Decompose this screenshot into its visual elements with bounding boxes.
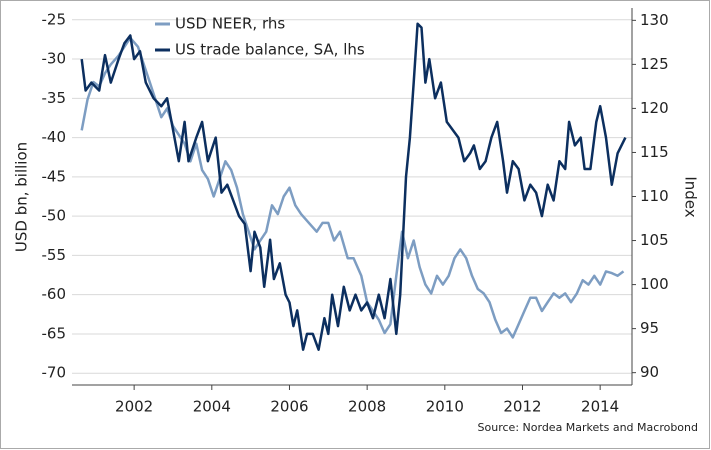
x-tick-label: 2012	[503, 398, 541, 416]
y2-tick-label: 120	[640, 99, 669, 117]
y-tick-label: -30	[42, 50, 67, 68]
y2-tick-label: 95	[640, 319, 659, 337]
y2-tick-label: 90	[640, 363, 659, 381]
legend-label: USD NEER, rhs	[175, 15, 285, 33]
y2-tick-label: 105	[640, 231, 669, 249]
y2-tick-label: 130	[640, 11, 669, 29]
y2-tick-label: 115	[640, 143, 669, 161]
x-tick-label: 2006	[270, 398, 308, 416]
y2-axis-label: Index	[682, 176, 700, 217]
series-line	[80, 36, 625, 339]
y-tick-label: -65	[42, 324, 67, 342]
y-axis-label: USD bn, billion	[13, 142, 31, 252]
x-tick-label: 2008	[348, 398, 386, 416]
legend-label: US trade balance, SA, lhs	[175, 41, 365, 59]
x-tick-label: 2010	[426, 398, 464, 416]
y-tick-label: -40	[42, 128, 67, 146]
y2-tick-label: 125	[640, 55, 669, 73]
y-tick-label: -50	[42, 207, 67, 225]
y2-tick-label: 110	[640, 187, 669, 205]
y2-tick-label: 100	[640, 275, 669, 293]
y-tick-label: -35	[42, 89, 67, 107]
x-tick-label: 2014	[581, 398, 619, 416]
y-tick-label: -55	[42, 246, 67, 264]
x-tick-label: 2004	[193, 398, 231, 416]
x-tick-label: 2002	[115, 398, 153, 416]
y-tick-label: -45	[42, 167, 67, 185]
y-tick-label: -60	[42, 285, 67, 303]
y-tick-label: -25	[42, 10, 67, 28]
y-tick-label: -70	[42, 364, 67, 382]
series-line	[80, 22, 627, 351]
source: Source: Nordea Markets and Macrobond	[478, 421, 698, 434]
